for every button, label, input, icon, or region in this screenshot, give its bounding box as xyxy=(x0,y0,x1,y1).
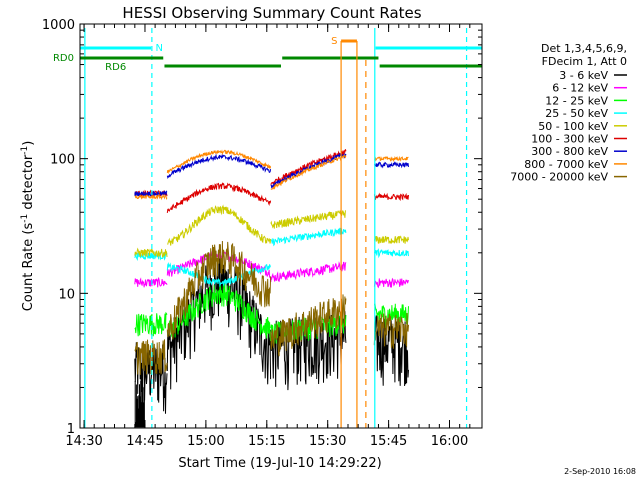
series-line-1-segment-2 xyxy=(270,261,347,283)
series-line-7-segment-2 xyxy=(270,154,347,190)
x-axis-label: Start Time (19-Jul-10 14:29:22) xyxy=(178,456,381,471)
legend-entry-label: 50 - 100 keV xyxy=(538,120,608,133)
legend-entry-label: 800 - 7000 keV xyxy=(524,158,608,171)
night-flag-label: N xyxy=(156,43,163,54)
x-tick-label: 15:30 xyxy=(309,434,346,449)
series-line-4-segment-0 xyxy=(134,247,168,258)
series-line-7-segment-3 xyxy=(374,155,409,163)
series-line-2-segment-1 xyxy=(166,283,272,342)
x-tick-label: 14:45 xyxy=(126,434,163,449)
series-line-6-segment-3 xyxy=(373,161,409,169)
rd0-flag-label: RD0 xyxy=(53,53,74,64)
series-line-4-segment-1 xyxy=(167,204,272,246)
x-tick-label: 15:15 xyxy=(248,434,285,449)
series-line-4-segment-2 xyxy=(270,210,347,229)
series-line-3-segment-3 xyxy=(373,248,409,259)
y-axis-label: Count Rate (s-1 detector-1) xyxy=(20,141,36,312)
y-tick-label: 10 xyxy=(58,287,75,302)
series-line-4-segment-3 xyxy=(373,235,409,245)
series-line-6-segment-1 xyxy=(166,153,272,180)
timestamp: 2-Sep-2010 16:08 xyxy=(564,467,636,476)
rd6-flag-label: RD6 xyxy=(105,62,126,73)
legend-header-line-1: Det 1,3,4,5,6,9, xyxy=(541,42,627,55)
series-line-0-segment-3 xyxy=(373,315,409,387)
legend-entry-label: 7000 - 20000 keV xyxy=(510,171,608,184)
series-line-8-segment-2 xyxy=(270,294,347,357)
y-tick-label: 100 xyxy=(50,153,75,168)
series-line-8-segment-1 xyxy=(166,240,272,340)
flag-layer: N S RD0 RD6 xyxy=(53,28,482,428)
chart-title: HESSI Observing Summary Count Rates xyxy=(122,4,421,22)
legend-entry-label: 3 - 6 keV xyxy=(559,69,608,82)
series-line-6-segment-0 xyxy=(134,190,168,198)
legend-entry-label: 300 - 800 keV xyxy=(531,145,608,158)
data-layer xyxy=(134,149,409,428)
series-line-8-segment-0 xyxy=(134,339,168,375)
series-line-7-segment-0 xyxy=(134,193,168,201)
series-line-7-segment-1 xyxy=(166,149,272,175)
low-count-spikes xyxy=(134,380,145,428)
saa-flag-label: S xyxy=(331,36,337,47)
series-line-8-segment-3 xyxy=(373,312,409,349)
x-tick-label: 16:00 xyxy=(431,434,468,449)
legend-header-line-2: FDecim 1, Att 0 xyxy=(542,55,627,68)
x-tick-label: 14:30 xyxy=(65,434,102,449)
series-line-1-segment-3 xyxy=(373,277,409,289)
legend-entry-label: 25 - 50 keV xyxy=(545,107,608,120)
series-line-3-segment-2 xyxy=(270,227,347,247)
series-line-2-segment-0 xyxy=(134,311,168,337)
legend: Det 1,3,4,5,6,9, FDecim 1, Att 0 3 - 6 k… xyxy=(510,42,627,184)
series-line-2-segment-3 xyxy=(373,303,409,329)
x-tick-label: 15:00 xyxy=(187,434,224,449)
legend-entry-label: 6 - 12 keV xyxy=(552,82,608,95)
legend-entry-label: 12 - 25 keV xyxy=(545,94,608,107)
plot-frame xyxy=(79,23,483,429)
series-line-5-segment-1 xyxy=(166,182,272,213)
series-line-1-segment-0 xyxy=(134,276,168,288)
x-tick-label: 15:45 xyxy=(370,434,407,449)
y-tick-label: 1000 xyxy=(42,18,75,33)
legend-entry-label: 100 - 300 keV xyxy=(531,133,608,146)
y-tick-label: 1 xyxy=(67,422,75,437)
tick-layer: 14:30 14:45 15:00 15:15 15:30 15:45 16:00 1 10 10… xyxy=(42,18,482,449)
series-line-5-segment-3 xyxy=(373,192,409,202)
series-line-0-segment-0 xyxy=(134,342,168,414)
